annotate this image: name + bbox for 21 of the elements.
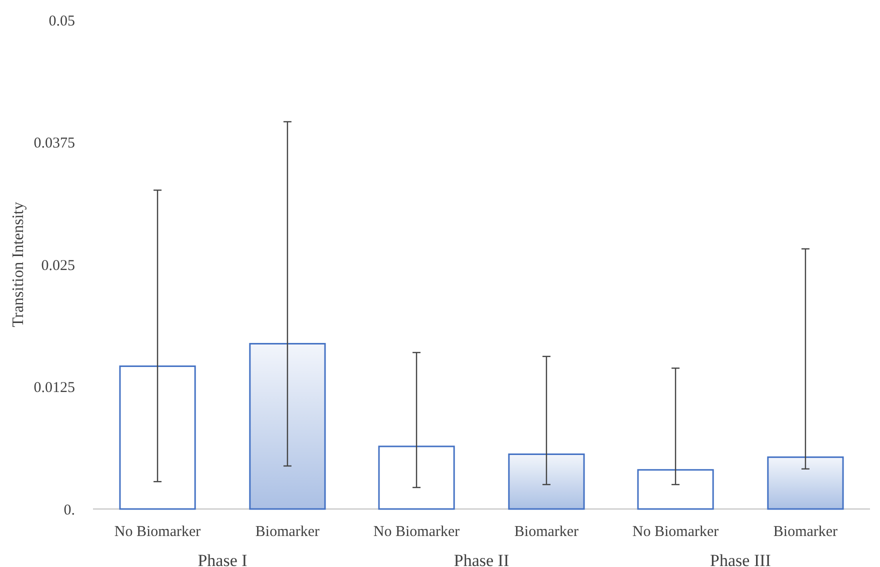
y-tick-label: 0.0125 — [34, 380, 75, 396]
text: No Biomarker — [373, 524, 460, 540]
x-tick-label: Phase II — [454, 551, 510, 567]
bar — [637, 469, 714, 510]
y-tick-label: 0.0375 — [34, 136, 75, 152]
bar — [767, 456, 844, 510]
text: No Biomarker — [114, 524, 201, 540]
text: Biomarker — [773, 524, 838, 540]
bar — [249, 342, 326, 510]
y-axis-title: Transition Intensity — [10, 202, 27, 328]
y-tick-label: 0.05 — [48, 13, 75, 30]
y-tick-label: 0. — [64, 502, 75, 518]
bar — [508, 453, 585, 510]
x-tick-label: Phase III — [710, 551, 772, 567]
x-tick-label: Phase I — [198, 551, 248, 567]
series-label: Biomarker — [255, 524, 320, 540]
series-label: No Biomarker — [632, 524, 719, 540]
text: Biomarker — [514, 524, 579, 540]
bar — [119, 365, 196, 510]
y-tick-label: 0.025 — [41, 258, 75, 274]
bar — [378, 446, 455, 510]
